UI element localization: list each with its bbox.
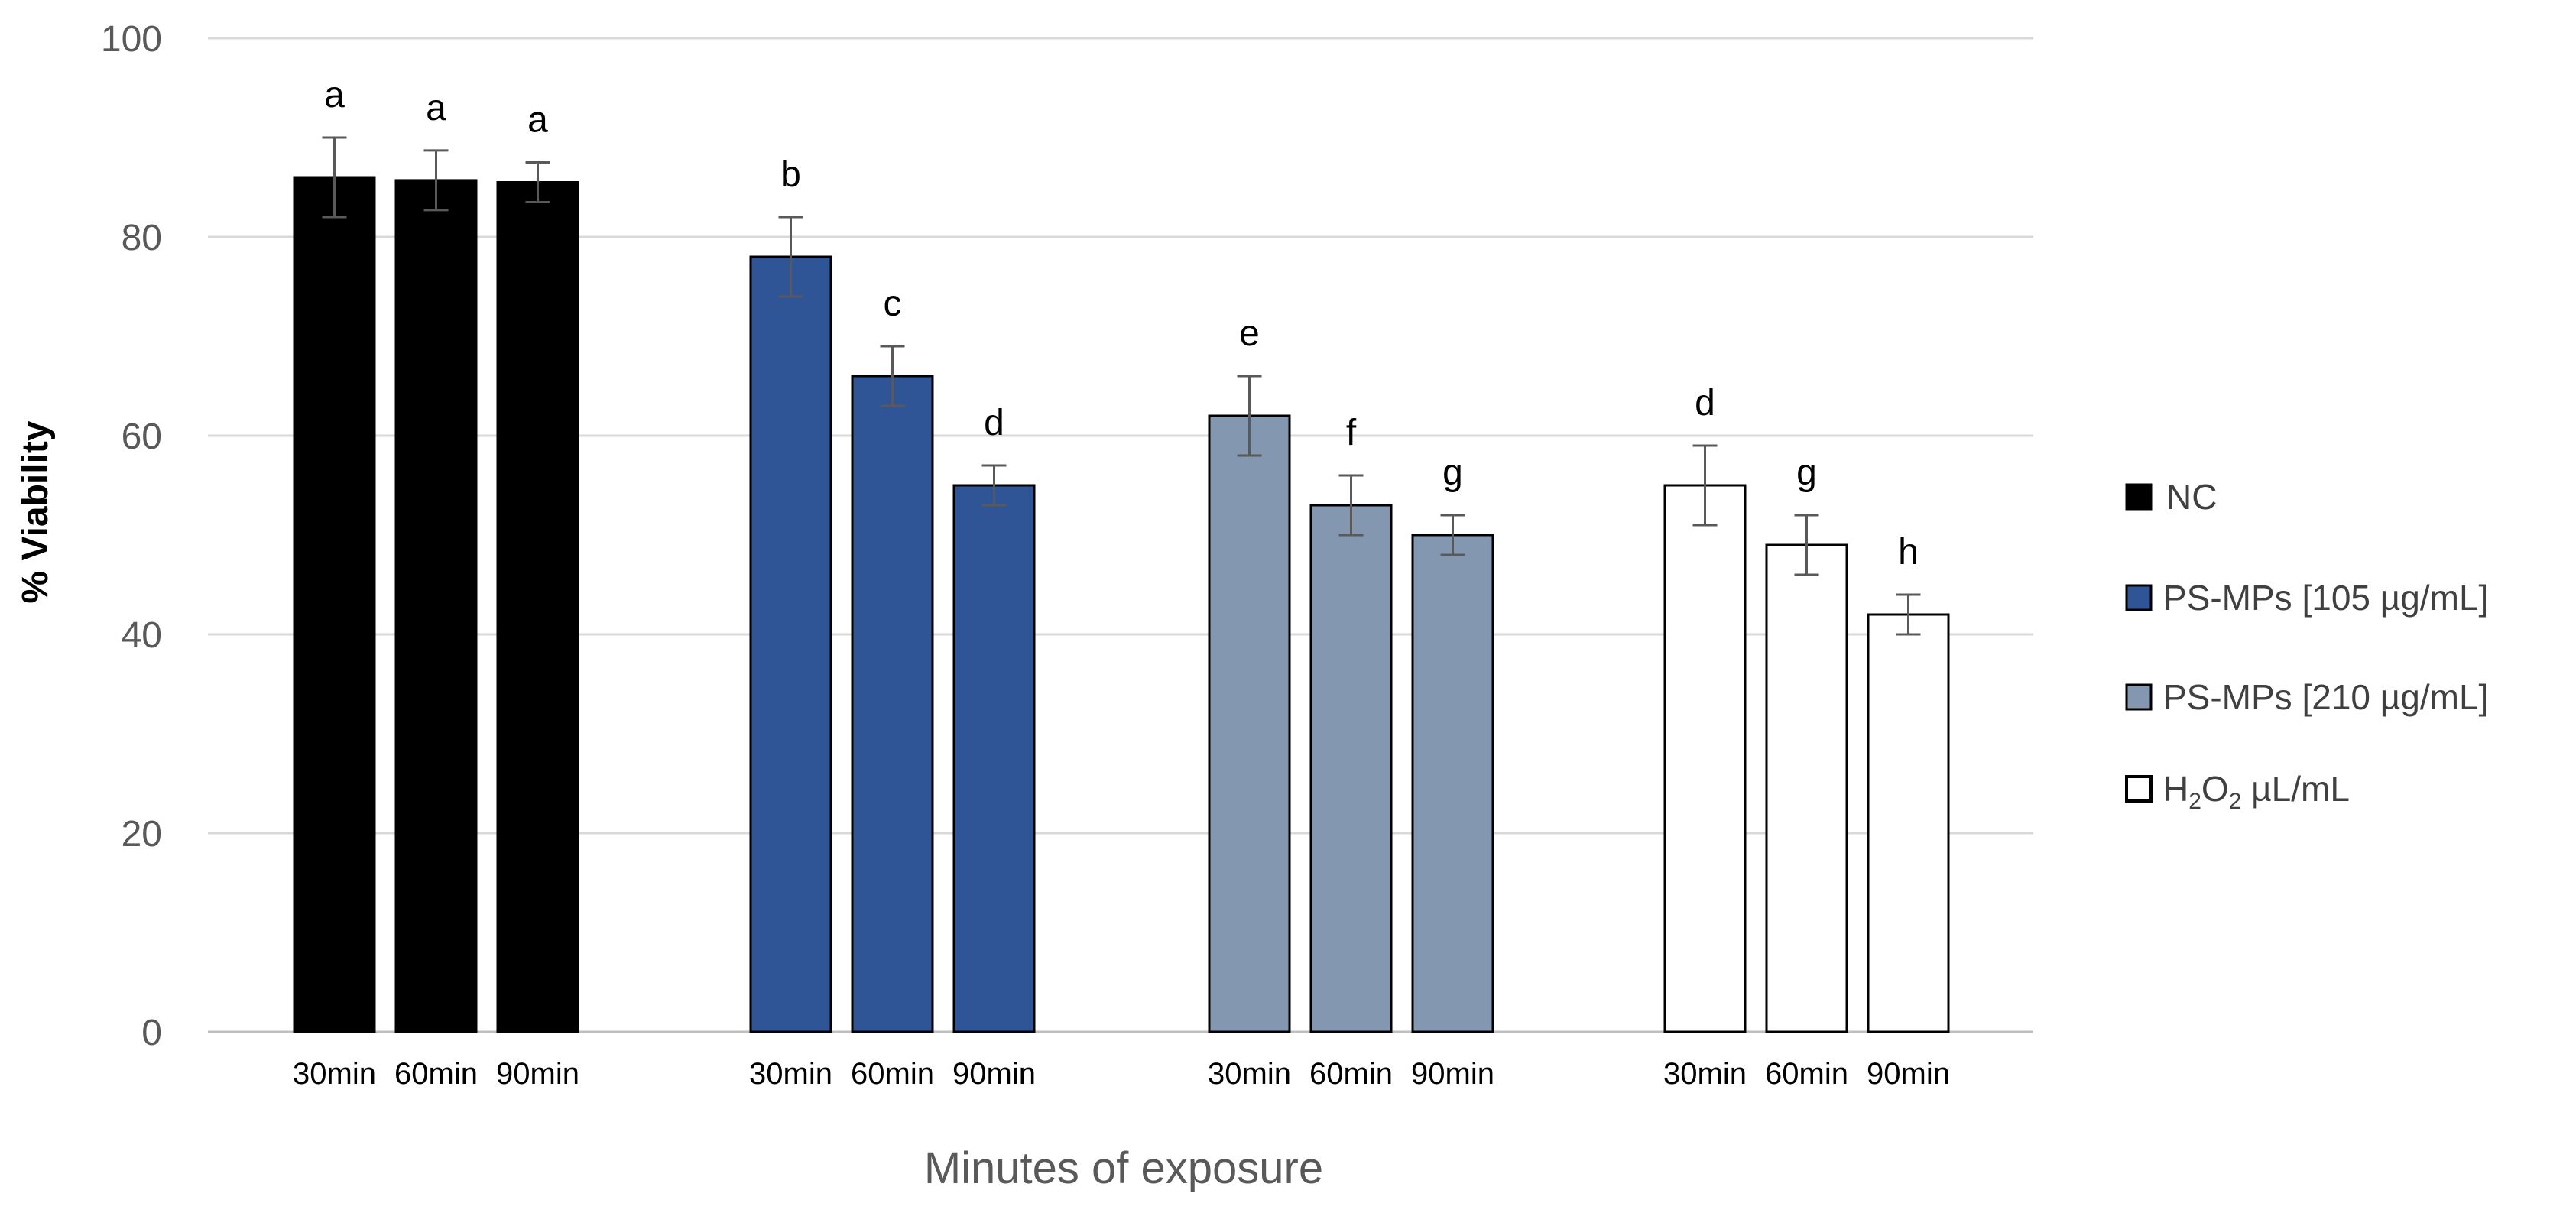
- bar: [1411, 534, 1494, 1033]
- significance-letter: g: [1442, 452, 1463, 493]
- y-tick-label: 100: [101, 19, 162, 60]
- legend-item-h2o2: H2O2 µL/mL: [2125, 769, 2350, 814]
- bar: [952, 484, 1036, 1033]
- x-tick-label: 60min: [394, 1057, 478, 1091]
- y-axis-label: % Viability: [15, 420, 56, 604]
- x-tick-label: 90min: [496, 1057, 579, 1091]
- legend-item-ps210: PS-MPs [210 µg/mL]: [2125, 677, 2488, 717]
- significance-letter: d: [1695, 383, 1715, 423]
- legend-swatch-ps105: [2125, 584, 2153, 611]
- y-tick-label: 80: [122, 218, 162, 258]
- significance-letter: a: [426, 88, 446, 128]
- legend-swatch-nc: [2125, 483, 2153, 511]
- bars: [293, 176, 1950, 1033]
- y-axis-ticks: 0 20 40 60 80 100: [101, 19, 162, 1053]
- legend-item-nc: NC: [2125, 477, 2217, 517]
- x-tick-label: 90min: [952, 1057, 1036, 1091]
- x-tick-label: 30min: [293, 1057, 376, 1091]
- bar: [1208, 414, 1291, 1033]
- bar: [749, 255, 832, 1033]
- y-tick-label: 0: [141, 1013, 162, 1053]
- bar: [293, 176, 376, 1033]
- significance-letter: h: [1898, 532, 1919, 572]
- y-tick-label: 60: [122, 417, 162, 457]
- x-tick-label: 60min: [1765, 1057, 1848, 1091]
- bar: [851, 375, 934, 1033]
- legend-label-ps105: PS-MPs [105 µg/mL]: [2163, 578, 2488, 618]
- bar: [1309, 504, 1393, 1033]
- significance-letters: a a a b c d e f g d g h: [324, 75, 1919, 572]
- significance-letter: e: [1239, 313, 1260, 354]
- significance-letter: a: [527, 100, 548, 141]
- y-tick-label: 40: [122, 615, 162, 656]
- x-tick-label: 30min: [1663, 1057, 1747, 1091]
- significance-letter: c: [884, 284, 902, 324]
- legend: NC PS-MPs [105 µg/mL] PS-MPs [210 µg/mL]…: [2125, 477, 2488, 814]
- legend-label-nc: NC: [2166, 477, 2217, 517]
- x-tick-label: 60min: [1309, 1057, 1393, 1091]
- legend-swatch-h2o2: [2125, 775, 2153, 803]
- x-tick-label: 30min: [1208, 1057, 1291, 1091]
- legend-swatch-ps210: [2125, 683, 2153, 711]
- y-tick-label: 20: [122, 814, 162, 855]
- grid-lines: [208, 37, 2033, 1033]
- error-bars: [322, 136, 1921, 636]
- bar: [394, 179, 478, 1033]
- bar: [496, 181, 579, 1033]
- x-tick-label: 90min: [1867, 1057, 1950, 1091]
- significance-letter: a: [324, 75, 345, 115]
- significance-letter: d: [984, 403, 1004, 443]
- significance-letter: b: [780, 154, 801, 195]
- legend-item-ps105: PS-MPs [105 µg/mL]: [2125, 578, 2488, 618]
- x-tick-label: 30min: [749, 1057, 832, 1091]
- legend-label-h2o2: H2O2 µL/mL: [2163, 769, 2350, 814]
- x-axis-ticks: 30min 60min 90min 30min 60min 90min 30min 60min…: [293, 1057, 1950, 1091]
- bar: [1765, 543, 1848, 1033]
- significance-letter: g: [1796, 452, 1817, 493]
- legend-label-ps210: PS-MPs [210 µg/mL]: [2163, 677, 2488, 717]
- significance-letter: f: [1346, 413, 1357, 453]
- x-axis-label: Minutes of exposure: [924, 1143, 1323, 1193]
- bar: [1867, 613, 1950, 1033]
- x-tick-label: 60min: [851, 1057, 934, 1091]
- x-tick-label: 90min: [1411, 1057, 1494, 1091]
- bar: [1663, 484, 1747, 1033]
